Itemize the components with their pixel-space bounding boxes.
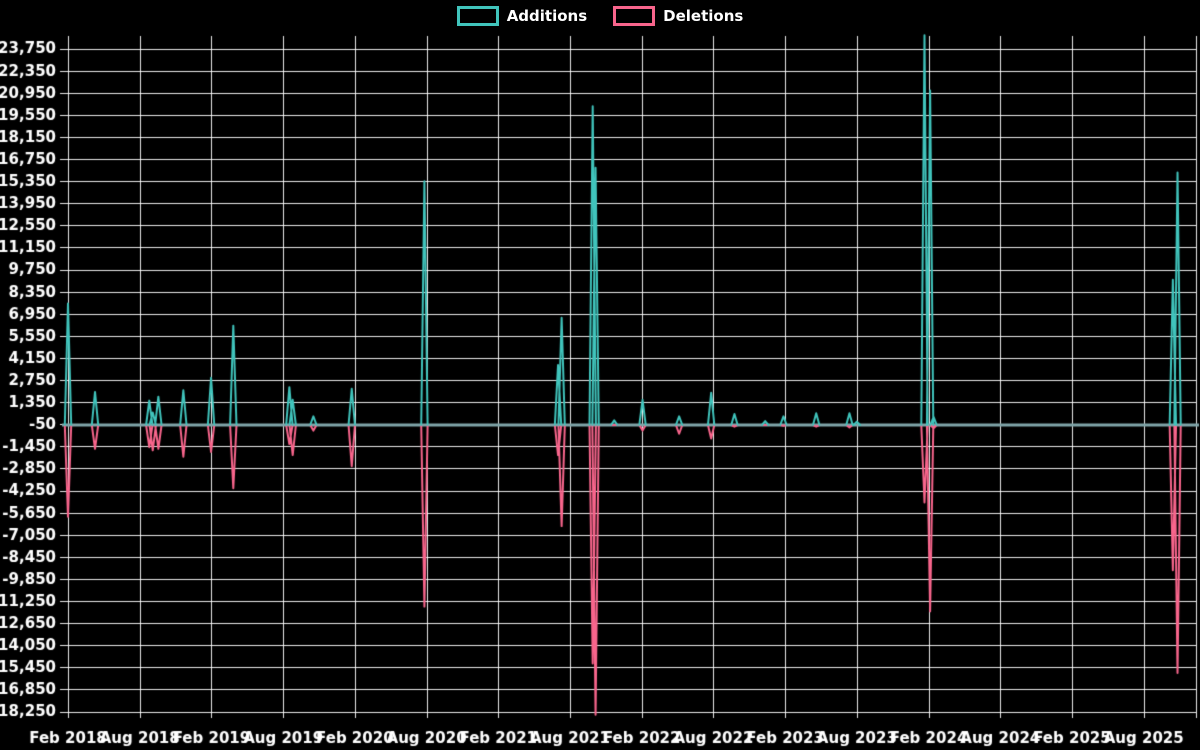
legend-item-deletions[interactable]: Deletions xyxy=(613,6,743,26)
deletions-swatch-icon xyxy=(613,6,656,26)
additions-swatch-icon xyxy=(456,6,499,26)
legend-label-deletions: Deletions xyxy=(663,7,744,25)
legend-label-additions: Additions xyxy=(506,7,588,25)
chart-legend: Additions Deletions xyxy=(0,6,1200,26)
legend-item-additions[interactable]: Additions xyxy=(456,6,588,26)
